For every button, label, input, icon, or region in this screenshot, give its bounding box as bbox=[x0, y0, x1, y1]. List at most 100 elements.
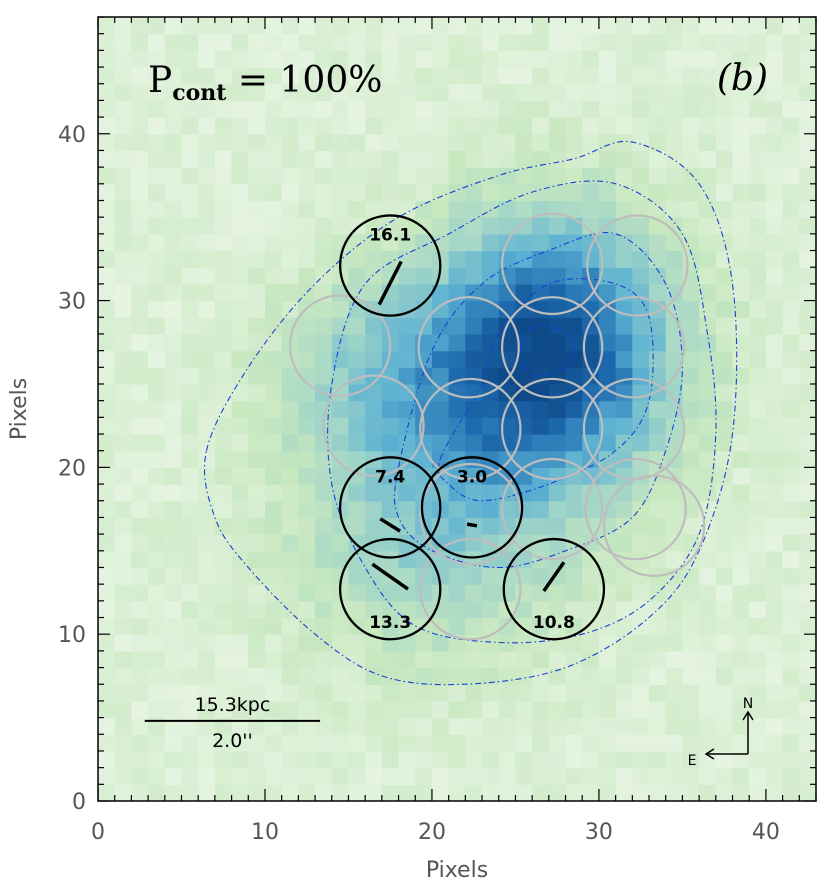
heatmap-pixel bbox=[98, 283, 116, 302]
heatmap-pixel bbox=[699, 600, 717, 619]
heatmap-pixel bbox=[615, 33, 633, 51]
heatmap-pixel bbox=[181, 117, 199, 135]
heatmap-pixel bbox=[765, 133, 784, 152]
scale-bar: 15.3kpc 2.0'' bbox=[144, 694, 321, 752]
heatmap-pixel bbox=[348, 417, 366, 435]
heatmap-pixel bbox=[498, 450, 517, 468]
heatmap-pixel bbox=[682, 634, 700, 652]
heatmap-pixel bbox=[415, 283, 433, 302]
heatmap-pixel bbox=[649, 117, 667, 135]
aperture-circle bbox=[338, 214, 442, 317]
heatmap-pixel bbox=[331, 684, 350, 702]
heatmap-pixel bbox=[532, 600, 550, 619]
heatmap-pixel bbox=[582, 250, 600, 268]
heatmap-pixel bbox=[431, 17, 450, 35]
heatmap-pixel bbox=[298, 700, 316, 719]
heatmap-pixel bbox=[749, 283, 767, 302]
heatmap-pixel bbox=[715, 400, 734, 418]
heatmap-pixel bbox=[465, 617, 483, 635]
heatmap-pixel bbox=[331, 367, 350, 385]
heatmap-pixel bbox=[331, 600, 350, 619]
heatmap-pixel bbox=[381, 617, 400, 635]
heatmap-pixel bbox=[181, 450, 199, 468]
heatmap-pixel bbox=[749, 383, 767, 402]
heatmap-pixel bbox=[782, 734, 800, 752]
heatmap-pixel bbox=[214, 500, 233, 519]
heatmap-pixel bbox=[248, 83, 266, 101]
heatmap-pixel bbox=[482, 617, 500, 635]
heatmap-pixel bbox=[799, 100, 816, 118]
heatmap-pixel bbox=[782, 634, 800, 652]
grey-aperture bbox=[417, 296, 520, 399]
heatmap-pixel bbox=[315, 450, 333, 468]
heatmap-pixel bbox=[482, 784, 500, 801]
heatmap-pixel bbox=[181, 700, 199, 719]
heatmap-pixel bbox=[482, 17, 500, 35]
heatmap-pixel bbox=[264, 517, 283, 535]
heatmap-pixel bbox=[415, 183, 433, 202]
heatmap-pixel bbox=[548, 67, 567, 85]
heatmap-pixel bbox=[448, 650, 466, 669]
heatmap-pixel bbox=[98, 550, 116, 569]
heatmap-pixel bbox=[482, 500, 500, 519]
heatmap-pixel bbox=[231, 500, 249, 519]
heatmap-pixel bbox=[348, 600, 366, 619]
heatmap-pixel bbox=[248, 283, 266, 302]
heatmap-pixel bbox=[231, 750, 249, 769]
heatmap-pixel bbox=[431, 517, 450, 535]
heatmap-pixel bbox=[649, 67, 667, 85]
heatmap-pixel bbox=[348, 567, 366, 585]
heatmap-pixel bbox=[715, 267, 734, 285]
heatmap-pixel bbox=[264, 667, 283, 685]
heatmap-pixel bbox=[465, 117, 483, 135]
heatmap-pixel bbox=[515, 484, 533, 502]
heatmap-pixel bbox=[281, 33, 299, 51]
heatmap-pixel bbox=[348, 17, 366, 35]
heatmap-pixel bbox=[114, 684, 132, 702]
plot-frame bbox=[97, 16, 817, 802]
heatmap-pixel bbox=[632, 500, 650, 519]
heatmap-pixel bbox=[448, 734, 466, 752]
heatmap-pixel bbox=[482, 233, 500, 252]
y-tick-label: 0 bbox=[72, 790, 86, 815]
heatmap-pixel bbox=[598, 167, 617, 185]
heatmap-pixel bbox=[298, 400, 316, 418]
heatmap-pixel bbox=[498, 150, 517, 168]
heatmap-pixel bbox=[231, 267, 249, 285]
heatmap-pixel bbox=[465, 67, 483, 85]
heatmap-pixel bbox=[281, 684, 299, 702]
heatmap-pixel bbox=[548, 183, 567, 202]
heatmap-pixel bbox=[248, 567, 266, 585]
heatmap-pixel bbox=[765, 717, 784, 735]
heatmap-pixel bbox=[799, 667, 816, 685]
heatmap-pixel bbox=[598, 367, 617, 385]
heatmap-pixel bbox=[682, 233, 700, 252]
heatmap-pixel bbox=[732, 33, 750, 51]
heatmap-pixel bbox=[298, 67, 316, 85]
heatmap-pixel bbox=[114, 333, 132, 352]
heatmap-pixel bbox=[582, 67, 600, 85]
heatmap-pixel bbox=[231, 367, 249, 385]
heatmap-pixel bbox=[649, 517, 667, 535]
heatmap-pixel bbox=[281, 534, 299, 552]
heatmap-pixel bbox=[498, 17, 517, 35]
heatmap-pixel bbox=[632, 183, 650, 202]
heatmap-pixel bbox=[682, 717, 700, 735]
heatmap-pixel bbox=[665, 717, 684, 735]
heatmap-pixel bbox=[264, 167, 283, 185]
heatmap-pixel bbox=[732, 167, 750, 185]
heatmap-pixel bbox=[114, 200, 132, 218]
heatmap-pixel bbox=[281, 133, 299, 152]
heatmap-pixel bbox=[498, 50, 517, 68]
heatmap-pixel bbox=[615, 784, 633, 801]
heatmap-pixel bbox=[431, 734, 450, 752]
heatmap-pixel bbox=[148, 217, 166, 235]
heatmap-pixel bbox=[231, 400, 249, 418]
heatmap-pixel bbox=[699, 784, 717, 801]
heatmap-pixel bbox=[264, 317, 283, 335]
heatmap-pixel bbox=[598, 634, 617, 652]
heatmap-pixel bbox=[532, 734, 550, 752]
heatmap-pixel bbox=[532, 784, 550, 801]
heatmap-pixel bbox=[732, 150, 750, 168]
heatmap-pixel bbox=[699, 133, 717, 152]
